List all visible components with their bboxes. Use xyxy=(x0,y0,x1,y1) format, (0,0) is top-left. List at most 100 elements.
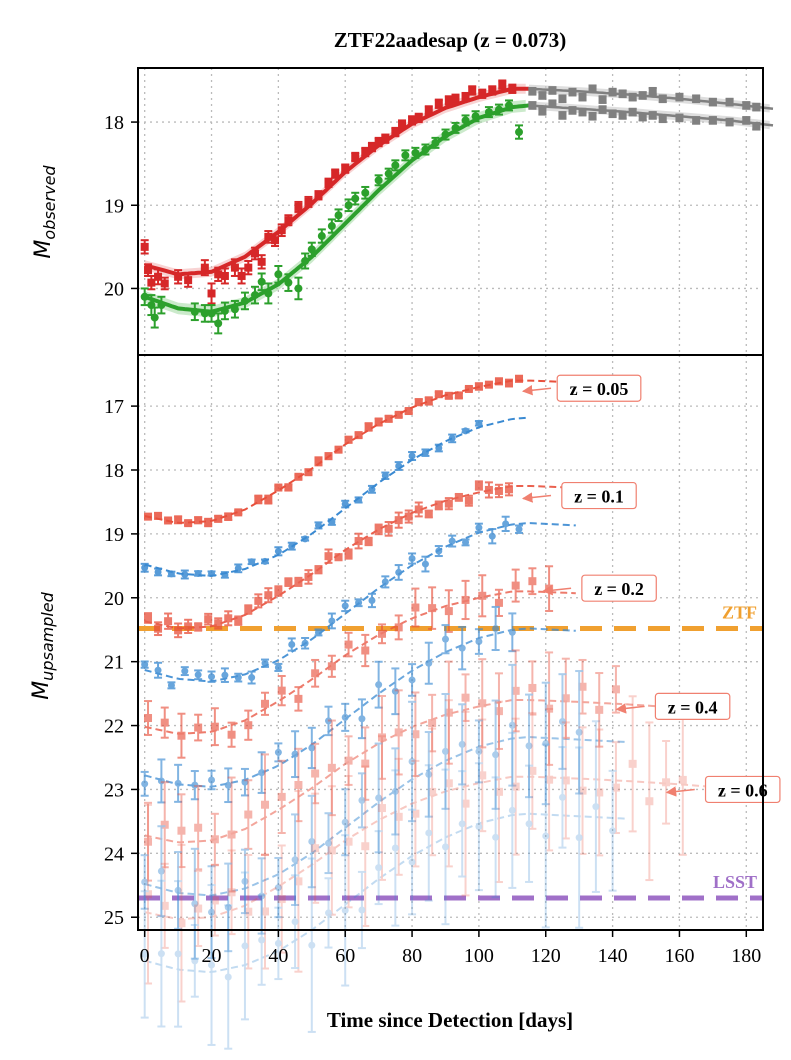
g-point-marker xyxy=(150,313,159,322)
r-point-marker xyxy=(494,787,503,796)
r-point xyxy=(227,721,236,748)
b-point-marker xyxy=(325,717,333,725)
r-point xyxy=(237,267,246,285)
r-point xyxy=(144,803,153,985)
b-point xyxy=(441,624,450,655)
b-point-marker xyxy=(288,641,296,649)
r-pred-point-marker xyxy=(648,87,657,96)
b-point-marker xyxy=(609,827,617,835)
b-point-marker xyxy=(375,794,383,802)
r-point xyxy=(311,792,320,904)
g-pred-point xyxy=(558,111,567,120)
r-point-marker xyxy=(277,895,286,904)
b-point xyxy=(274,906,283,981)
b-point xyxy=(180,666,189,677)
r-point-marker xyxy=(327,846,336,855)
b-point-marker xyxy=(475,747,483,755)
b-point-marker xyxy=(448,537,456,545)
r-point xyxy=(274,483,283,492)
g-point-marker xyxy=(264,289,273,298)
g-pred-point xyxy=(675,113,684,123)
b-point xyxy=(291,730,300,779)
r-point xyxy=(244,709,253,741)
b-point-marker xyxy=(341,500,349,508)
b-point-marker xyxy=(157,777,165,785)
r-point-marker xyxy=(284,216,293,225)
top-y-tick-label: 19 xyxy=(104,195,124,217)
g-point-marker xyxy=(421,145,430,154)
b-point-marker xyxy=(358,906,366,914)
r-point xyxy=(411,759,420,868)
b-point xyxy=(374,830,383,906)
g-point-marker xyxy=(214,319,223,328)
r-dashed-curve xyxy=(144,775,727,921)
r-point xyxy=(508,83,517,94)
r-pred-point xyxy=(558,94,567,104)
r-point xyxy=(204,517,213,528)
bottom-y-axis-label-main: M xyxy=(29,681,54,700)
b-point xyxy=(247,670,256,685)
bottom-y-axis-label: Mupsampled xyxy=(29,591,57,699)
r-point xyxy=(224,512,233,521)
b-point xyxy=(541,743,550,929)
r-point-marker xyxy=(545,775,554,784)
b-point-marker xyxy=(241,877,249,885)
r-point xyxy=(230,258,239,277)
g-pred-point xyxy=(752,121,761,131)
g-point xyxy=(334,208,343,223)
g-pred-point-marker xyxy=(548,99,557,108)
b-point xyxy=(261,658,270,668)
r-point-marker xyxy=(528,766,537,775)
r-point xyxy=(214,514,223,523)
g-point-marker xyxy=(471,112,480,121)
r-point-marker xyxy=(177,826,186,835)
top-y-tick-label: 20 xyxy=(104,278,124,300)
r-point xyxy=(595,672,604,748)
g-point-marker xyxy=(451,123,460,132)
r-point-marker xyxy=(254,596,263,605)
r-point xyxy=(424,396,433,406)
b-point xyxy=(448,433,457,444)
g-point xyxy=(207,304,216,323)
r-point-marker xyxy=(144,714,153,723)
r-point-marker xyxy=(662,778,671,787)
g-pred-point-marker xyxy=(598,105,607,114)
r-point-marker xyxy=(444,607,453,616)
r-point-marker xyxy=(494,707,503,716)
r-pred-point xyxy=(588,84,597,94)
b-point-marker xyxy=(258,892,266,900)
b-point xyxy=(434,545,443,558)
b-point-marker xyxy=(221,571,229,579)
b-point-marker xyxy=(208,570,216,578)
redshift-label: z = 0.1 xyxy=(574,487,624,507)
b-point-marker xyxy=(274,547,282,555)
g-point-marker xyxy=(301,256,310,265)
r-point xyxy=(645,721,654,882)
b-point xyxy=(234,672,243,683)
b-point-marker xyxy=(391,844,399,852)
r-point xyxy=(511,568,520,603)
top-y-tick-label: 18 xyxy=(104,112,124,134)
r-point xyxy=(144,801,153,882)
r-point xyxy=(164,516,173,525)
x-tick-label: 60 xyxy=(335,945,355,967)
g-point-marker xyxy=(257,277,266,286)
r-point-marker xyxy=(361,759,370,768)
r-point xyxy=(411,587,420,628)
b-point xyxy=(324,877,333,949)
b-point xyxy=(234,563,243,574)
r-point xyxy=(628,695,637,833)
b-point-marker xyxy=(191,781,199,789)
redshift-series-0.05 xyxy=(140,374,576,580)
r-point xyxy=(140,239,149,255)
b-point-marker xyxy=(301,639,309,647)
b-point xyxy=(608,769,617,892)
r-pred-point xyxy=(752,102,761,112)
g-point-marker xyxy=(361,188,370,197)
r-point xyxy=(464,384,473,393)
r-point-marker xyxy=(304,572,313,581)
r-point-marker xyxy=(144,613,153,622)
g-pred-point xyxy=(538,106,547,116)
r-point xyxy=(381,133,390,144)
r-point xyxy=(361,726,370,801)
